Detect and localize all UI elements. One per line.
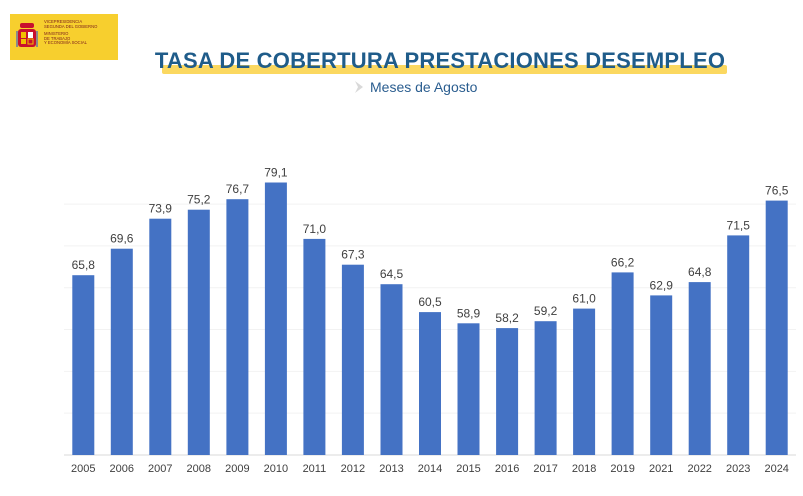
value-label: 64,5: [380, 267, 404, 281]
title-highlight: [162, 65, 727, 74]
x-tick-label: 2012: [341, 463, 365, 475]
x-tick-label: 2014: [418, 463, 442, 475]
value-label: 73,9: [149, 202, 173, 216]
bar: [611, 272, 634, 455]
value-labels: 65,8 69,6 73,9 75,2 76,7 79,1 71,0 67,3 64,5 60,5…: [72, 166, 789, 326]
logo-text: VICEPRESIDENCIA SEGUNDA DEL GOBIERNO MIN…: [44, 19, 116, 46]
bar: [264, 182, 287, 455]
x-tick-label: 2024: [764, 463, 788, 475]
chevron-right-icon: [355, 81, 363, 93]
x-tick-label: 2009: [225, 463, 249, 475]
x-tick-label: 2019: [610, 463, 634, 475]
x-tick-label: 2007: [148, 463, 172, 475]
value-label: 61,0: [572, 292, 596, 306]
value-label: 71,0: [303, 222, 327, 236]
x-tick-label: 2011: [303, 463, 327, 475]
value-label: 64,8: [688, 265, 712, 279]
chart-subtitle: Meses de Agosto: [370, 79, 478, 95]
bar: [110, 248, 133, 455]
bar: [688, 282, 711, 455]
value-label: 69,6: [110, 232, 134, 246]
x-tick-label: 2016: [495, 463, 519, 475]
ministry-logo: VICEPRESIDENCIA SEGUNDA DEL GOBIERNO MIN…: [10, 14, 118, 60]
x-tick-label: 2013: [379, 463, 403, 475]
chart-title: TASA DE COBERTURA PRESTACIONES DESEMPLEO: [154, 48, 726, 73]
x-tick-label: 2021: [649, 463, 673, 475]
x-tick-label: 2006: [110, 463, 134, 475]
gridlines: [64, 203, 796, 456]
value-label: 62,9: [650, 278, 674, 292]
value-label: 76,7: [226, 182, 250, 196]
bar: [419, 312, 441, 455]
x-tick-label: 2005: [71, 463, 95, 475]
bar: [226, 199, 249, 455]
bar: [149, 218, 172, 455]
value-label: 66,2: [611, 255, 635, 269]
x-tick-labels: 2005 2006 2007 2008 2009 2010 2011 2012 2013 2014…: [71, 463, 789, 475]
bar: [341, 264, 364, 455]
bar: [765, 200, 788, 455]
bar: [727, 235, 750, 455]
value-label: 76,5: [765, 184, 789, 198]
bar: [303, 238, 326, 455]
logo-line: DE TRABAJO: [44, 35, 71, 41]
x-tick-label: 2010: [264, 463, 288, 475]
logo-line: VICEPRESIDENCIA: [44, 19, 83, 24]
value-label: 75,2: [187, 193, 211, 207]
bar: [573, 308, 596, 455]
x-tick-label: 2008: [187, 463, 211, 475]
bar: [457, 323, 480, 455]
value-label: 59,2: [534, 304, 558, 318]
value-label: 67,3: [341, 248, 365, 262]
bar: [534, 321, 557, 455]
value-label: 79,1: [264, 166, 288, 180]
value-label: 58,9: [457, 306, 481, 320]
value-label: 60,5: [418, 295, 442, 309]
x-tick-label: 2022: [687, 463, 711, 475]
bar: [496, 328, 519, 455]
x-tick-label: 2023: [726, 463, 750, 475]
title-area: TASA DE COBERTURA PRESTACIONES DESEMPLEO: [140, 48, 740, 78]
bar: [650, 295, 673, 455]
bar: [380, 284, 403, 455]
logo-line: MINISTERIO: [44, 31, 69, 37]
spain-coat-of-arms-icon: [16, 23, 38, 47]
bar: [187, 209, 210, 455]
x-tick-label: 2018: [572, 463, 596, 475]
x-tick-label: 2017: [533, 463, 557, 475]
x-tick-label: 2015: [456, 463, 480, 475]
value-label: 65,8: [72, 258, 96, 272]
value-label: 71,5: [727, 218, 751, 232]
logo-line: Y ECONOMÍA SOCIAL: [44, 40, 87, 46]
bars: [72, 182, 788, 455]
bar: [72, 275, 95, 455]
logo-line: SEGUNDA DEL GOBIERNO: [44, 23, 98, 29]
value-label: 58,2: [495, 311, 519, 325]
